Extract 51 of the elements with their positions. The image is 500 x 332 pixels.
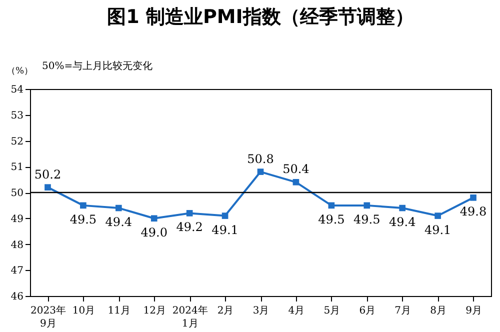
point: [364, 202, 370, 209]
x-tick-label: 11月: [108, 306, 131, 316]
chart-title: 图1 制造业PMI指数（经季节调整）: [107, 6, 414, 28]
x-tick-label: 2023年 9月: [30, 304, 66, 330]
text: 50.2: [34, 167, 62, 182]
text: 49.1: [424, 222, 452, 237]
point: [292, 178, 300, 186]
text: 49.1: [212, 222, 238, 237]
text: 49.5: [354, 212, 380, 226]
y-tick-label: 53: [10, 110, 24, 122]
text: 49.5: [318, 212, 345, 226]
point: [186, 210, 193, 216]
y-axis-title: （%）: [6, 66, 34, 76]
x-tick-label: 3月: [252, 306, 270, 316]
text: 50.4: [282, 162, 310, 176]
point: [257, 168, 264, 175]
point: [434, 212, 441, 219]
point: [115, 204, 122, 212]
point: [222, 212, 228, 219]
y-tick-label: 48: [10, 240, 24, 251]
point: [44, 184, 51, 190]
x-tick-label: 12月: [143, 306, 166, 316]
x-tick-label: 2月: [217, 306, 234, 316]
x-tick-label: 9月: [466, 306, 482, 316]
text: 49.2: [176, 220, 203, 234]
y-tick-label: 51: [10, 162, 24, 174]
y-tick-label: 46: [10, 292, 24, 302]
text: 49.4: [388, 215, 416, 230]
x-tick-label: 10月: [72, 306, 96, 316]
point: [399, 204, 406, 212]
x-tick-label: 6月: [359, 306, 376, 316]
x-tick-label: 2024年 1月: [172, 304, 208, 330]
y-tick-label: 47: [10, 266, 24, 277]
x-tick-label: 4月: [288, 306, 305, 316]
y-tick-label: 50: [10, 188, 24, 199]
x-tick-label: 8月: [430, 306, 446, 316]
text: 49.4: [105, 215, 132, 230]
text: 50%=与上月比较无变化: [42, 60, 153, 72]
point: [328, 202, 335, 209]
x-tick-label: 7月: [394, 306, 412, 316]
y-tick-label: 54: [10, 84, 24, 96]
text: 49.8: [460, 204, 487, 219]
y-tick-label: 52: [10, 136, 24, 148]
y-tick-label: 49: [10, 214, 24, 225]
point: [80, 202, 86, 209]
text: 50.8: [247, 152, 274, 166]
x-tick-label: 5月: [324, 306, 340, 316]
text: 49.0: [140, 225, 168, 240]
point: [470, 194, 476, 201]
text: 49.5: [70, 212, 97, 226]
point: [150, 215, 158, 222]
